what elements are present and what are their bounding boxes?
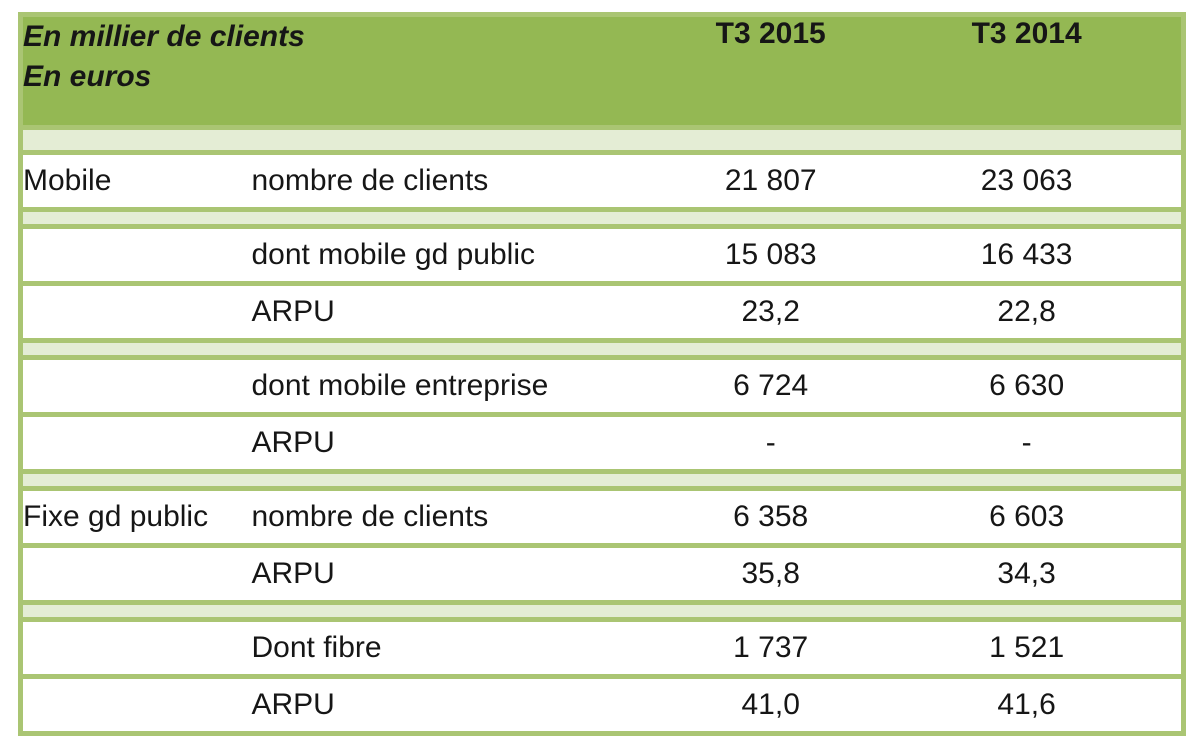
spacer-row: [18, 469, 1186, 491]
cell-category: [18, 355, 252, 417]
cell-value-2014: -: [896, 412, 1187, 474]
table-row: Fixe gd public nombre de clients 6 358 6…: [18, 486, 1187, 548]
table-row: ARPU - -: [18, 412, 1187, 474]
cell-category: Mobile: [18, 150, 252, 212]
cell-value-2014: 6 630: [896, 355, 1187, 417]
cell-value-2014: 23 063: [896, 150, 1187, 212]
cell-value-2014: 34,3: [896, 543, 1187, 605]
cell-indicator: nombre de clients: [251, 150, 646, 212]
spacer-row: [18, 207, 1186, 229]
cell-indicator: dont mobile gd public: [251, 224, 646, 286]
table-row: dont mobile gd public 15 083 16 433: [18, 224, 1187, 286]
cell-indicator: ARPU: [251, 543, 646, 605]
cell-category: [18, 412, 252, 474]
cell-value-2014: 22,8: [896, 281, 1187, 343]
cell-value-2015: 35,8: [645, 543, 897, 605]
cell-value-2014: 41,6: [896, 674, 1187, 736]
cell-indicator: ARPU: [251, 281, 646, 343]
table-row: ARPU 35,8 34,3: [18, 543, 1187, 605]
cell-value-2015: 1 737: [645, 617, 897, 679]
cell-value-2015: 21 807: [645, 150, 897, 212]
cell-indicator: nombre de clients: [251, 486, 646, 548]
cell-value-2015: 41,0: [645, 674, 897, 736]
kpi-table: En millier de clients En euros T3 2015 T…: [18, 12, 1187, 736]
table-row: Dont fibre 1 737 1 521: [18, 617, 1187, 679]
spacer-row: [18, 600, 1186, 622]
cell-value-2014: 6 603: [896, 486, 1187, 548]
cell-value-2014: 16 433: [896, 224, 1187, 286]
cell-indicator: ARPU: [251, 412, 646, 474]
table-row: Mobile nombre de clients 21 807 23 063: [18, 150, 1187, 212]
units-line-euros: En euros: [23, 60, 152, 93]
units-line-clients: En millier de clients: [23, 20, 305, 53]
cell-category: [18, 674, 252, 736]
cell-value-2015: -: [645, 412, 897, 474]
table-row: ARPU 41,0 41,6: [18, 674, 1187, 736]
cell-value-2015: 6 724: [645, 355, 897, 417]
cell-category: [18, 543, 252, 605]
cell-value-2015: 15 083: [645, 224, 897, 286]
cell-indicator: dont mobile entreprise: [251, 355, 646, 417]
column-header-t3-2015: T3 2015: [645, 12, 897, 130]
table-units-title: En millier de clients En euros: [18, 12, 646, 130]
cell-value-2014: 1 521: [896, 617, 1187, 679]
cell-category: [18, 281, 252, 343]
table-row: ARPU 23,2 22,8: [18, 281, 1187, 343]
table-row: dont mobile entreprise 6 724 6 630: [18, 355, 1187, 417]
cell-indicator: ARPU: [251, 674, 646, 736]
cell-value-2015: 23,2: [645, 281, 897, 343]
cell-value-2015: 6 358: [645, 486, 897, 548]
cell-category: Fixe gd public: [18, 486, 252, 548]
spacer-row: [18, 338, 1186, 360]
table-header-row: En millier de clients En euros T3 2015 T…: [18, 12, 1187, 130]
cell-indicator: Dont fibre: [251, 617, 646, 679]
spacer-row: [18, 125, 1186, 155]
cell-category: [18, 224, 252, 286]
cell-category: [18, 617, 252, 679]
column-header-t3-2014: T3 2014: [896, 12, 1187, 130]
